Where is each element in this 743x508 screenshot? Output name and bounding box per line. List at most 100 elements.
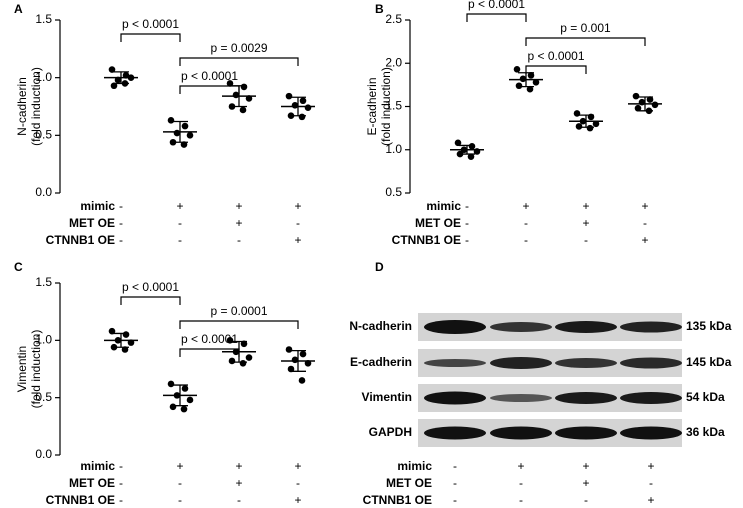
data-point [527,72,535,79]
condition-sign: - [119,216,123,230]
condition-sign: - [178,233,182,247]
y-tick-label: 1.0 [35,333,52,347]
condition-label: mimic [426,199,461,213]
data-point [299,350,307,358]
size-label: 54 kDa [686,390,725,404]
blot-band [555,392,617,404]
y-tick-label: 1.5 [35,12,52,26]
condition-sign: + [582,459,589,473]
y-axis-label: (fold induction) [379,67,393,146]
data-point [285,346,293,353]
data-point [468,142,476,150]
data-point [646,96,654,103]
p-value: p < 0.0001 [122,280,179,294]
condition-sign: + [294,233,301,247]
condition-label: MET OE [69,216,115,230]
y-tick-label: 0.0 [35,447,52,461]
condition-sign: - [465,199,469,213]
p-value: p < 0.0001 [527,49,584,63]
condition-label: mimic [80,459,115,473]
significance-bracket [179,85,240,94]
blot-band [424,320,486,334]
blot-band [555,426,617,440]
blot-band [555,321,617,333]
condition-label: CTNNB1 OE [392,233,461,247]
data-point [634,104,642,112]
condition-sign: - [524,216,528,230]
data-point [651,101,659,109]
error-bar [172,384,188,407]
y-tick-label: 2.5 [385,12,402,26]
error-bar [290,96,306,117]
y-tick-label: 0.0 [35,185,52,199]
condition-sign: - [119,459,123,473]
blot-band [620,357,682,369]
condition-sign: + [176,199,183,213]
p-value: p < 0.0001 [468,0,525,11]
condition-sign: - [296,476,300,490]
data-point [291,102,299,109]
data-point [586,124,594,132]
condition-sign: + [641,233,648,247]
data-point [226,80,234,87]
data-point [291,356,299,364]
error-bar [578,114,594,128]
condition-sign: + [582,476,589,490]
data-point [181,122,189,130]
significance-bracket [466,13,527,22]
y-tick-label: 1.0 [385,142,402,156]
data-point [526,85,534,93]
data-point [169,403,177,411]
blot-band [555,358,617,368]
condition-sign: - [643,216,647,230]
p-value: p < 0.0001 [122,17,179,31]
significance-bracket [120,296,181,305]
significance-bracket [120,33,181,42]
data-point [110,82,118,90]
p-value: p < 0.0001 [181,69,238,83]
blot-band [424,426,486,440]
error-bar [290,350,306,372]
condition-sign: + [294,199,301,213]
data-point [228,357,236,365]
condition-sign: - [178,216,182,230]
y-tick-label: 0.5 [35,390,52,404]
blot-band [620,426,682,440]
data-point [173,129,181,137]
condition-label: CTNNB1 OE [46,233,115,247]
blot-band [620,321,682,333]
p-value: p = 0.001 [560,21,611,35]
y-tick-label: 2.0 [385,55,402,69]
data-point [467,153,475,160]
data-point [122,331,130,338]
blot-band [490,322,552,332]
blot-band [424,359,486,367]
condition-sign: - [649,476,653,490]
condition-sign: - [584,233,588,247]
data-point [239,106,247,114]
condition-label: mimic [397,459,432,473]
condition-sign: + [235,459,242,473]
data-point [299,97,307,105]
error-bar [113,332,129,348]
data-point [592,120,600,128]
condition-sign: - [178,476,182,490]
protein-label: E-cadherin [350,355,412,369]
data-point [285,92,293,100]
data-point [186,132,194,139]
panel-label: B [375,2,384,16]
condition-sign: + [176,459,183,473]
condition-sign: + [641,199,648,213]
y-axis-label: (fold induction) [29,67,43,146]
blot-band [490,357,552,369]
data-point [167,380,175,388]
condition-sign: + [235,199,242,213]
significance-bracket [179,320,299,329]
condition-sign: - [453,476,457,490]
condition-sign: - [237,493,241,507]
condition-sign: - [178,493,182,507]
protein-label: Vimentin [362,390,412,404]
condition-sign: + [647,459,654,473]
panel-label: C [14,260,23,274]
